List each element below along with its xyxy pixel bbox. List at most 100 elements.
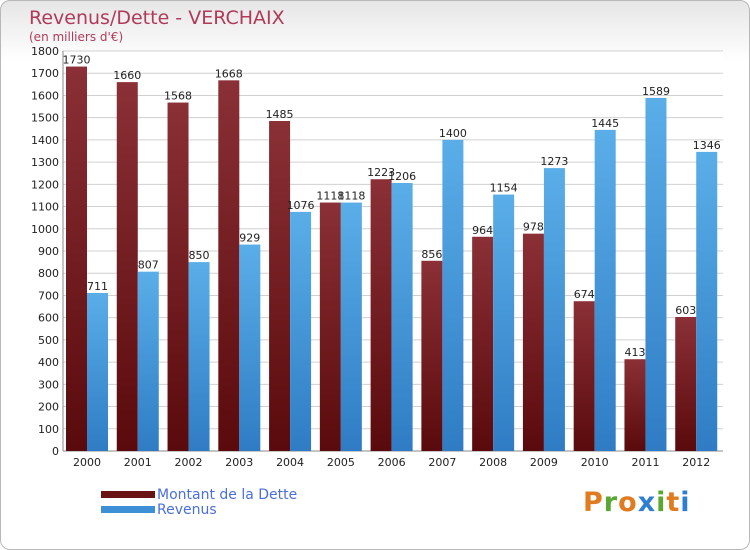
x-tick-label: 2009 (530, 456, 558, 469)
data-label-revenus: 929 (239, 232, 260, 245)
data-label-revenus: 711 (87, 280, 108, 293)
data-label-dette: 1485 (266, 108, 294, 121)
legend-label-revenus: Revenus (157, 502, 217, 518)
data-label-revenus: 1206 (388, 170, 416, 183)
y-tick-label: 300 (38, 378, 59, 391)
data-label-dette: 1668 (215, 67, 243, 80)
data-label-revenus: 1273 (540, 155, 568, 168)
bar-revenus (493, 194, 515, 452)
bar-dette (167, 102, 189, 452)
bar-dette (472, 236, 494, 451)
x-tick-label: 2003 (225, 456, 253, 469)
x-tick-label: 2005 (327, 456, 355, 469)
data-label-dette: 603 (675, 304, 696, 317)
y-tick-label: 1600 (31, 89, 59, 102)
logo-letter: o (618, 487, 638, 518)
data-label-revenus: 1154 (490, 182, 518, 195)
data-label-dette: 1118 (316, 190, 344, 203)
y-tick-label: 200 (38, 401, 59, 414)
x-tick-label: 2004 (276, 456, 304, 469)
data-label-revenus: 850 (189, 249, 210, 262)
data-label-dette: 856 (421, 248, 442, 261)
bar-dette (269, 121, 291, 451)
bar-dette (624, 359, 646, 451)
data-label-revenus: 1445 (591, 117, 619, 130)
bar-revenus (594, 129, 616, 451)
data-label-revenus: 807 (138, 259, 159, 272)
bar-revenus (137, 271, 159, 451)
y-tick-label: 1000 (31, 223, 59, 236)
bar-dette (421, 260, 443, 451)
x-tick-label: 2007 (428, 456, 456, 469)
x-tick-label: 2008 (479, 456, 507, 469)
x-tick-label: 2001 (124, 456, 152, 469)
logo-letter: P (583, 487, 604, 518)
data-label-dette: 1730 (63, 54, 91, 67)
x-tick-label: 2010 (581, 456, 609, 469)
x-tick-label: 2006 (378, 456, 406, 469)
bar-revenus (239, 244, 261, 451)
data-label-dette: 1568 (164, 90, 192, 103)
y-tick-label: 1200 (31, 178, 59, 191)
bar-dette (370, 179, 392, 451)
bar-revenus (340, 202, 362, 451)
x-tick-label: 2012 (682, 456, 710, 469)
y-tick-label: 1800 (31, 45, 59, 58)
y-tick-label: 1700 (31, 67, 59, 80)
x-tick-label: 2002 (175, 456, 203, 469)
data-label-revenus: 1589 (642, 85, 670, 98)
logo-letter: i (680, 487, 691, 518)
legend-swatch-dette (101, 491, 155, 498)
y-tick-label: 800 (38, 267, 59, 280)
proxiti-logo: Proxiti (583, 487, 691, 518)
bar-revenus (391, 183, 413, 451)
y-tick-label: 1500 (31, 112, 59, 125)
y-tick-label: 1400 (31, 134, 59, 147)
bar-revenus (188, 262, 210, 451)
y-tick-label: 100 (38, 423, 59, 436)
bar-revenus (290, 211, 312, 451)
legend-swatch-revenus (101, 506, 155, 513)
logo-letter: x (637, 487, 657, 518)
data-label-dette: 1660 (113, 69, 141, 82)
y-tick-label: 400 (38, 356, 59, 369)
y-tick-label: 1100 (31, 201, 59, 214)
y-tick-label: 1300 (31, 156, 59, 169)
chart-subtitle: (en milliers d'€) (29, 30, 124, 44)
bar-dette (522, 233, 544, 451)
x-tick-label: 2000 (73, 456, 101, 469)
bar-dette (675, 317, 697, 451)
data-label-dette: 978 (523, 221, 544, 234)
bar-revenus (696, 151, 718, 451)
bar-revenus (87, 293, 108, 451)
bar-revenus (442, 139, 464, 451)
logo-letter: i (656, 487, 667, 518)
data-label-revenus: 1346 (693, 139, 721, 152)
bar-dette (66, 66, 87, 452)
data-label-revenus: 1076 (287, 199, 315, 212)
bar-dette (218, 80, 240, 451)
data-label-dette: 964 (472, 224, 493, 237)
y-tick-label: 500 (38, 334, 59, 347)
bar-dette (116, 82, 138, 451)
logo-letter: r (603, 487, 619, 518)
bar-dette (573, 301, 595, 451)
chart-title: Revenus/Dette - VERCHAIX (29, 7, 285, 29)
y-tick-label: 900 (38, 245, 59, 258)
data-label-revenus: 1118 (337, 190, 365, 203)
x-tick-label: 2011 (631, 456, 659, 469)
logo-letter: t (666, 487, 681, 518)
y-tick-label: 0 (52, 445, 59, 458)
bar-revenus (543, 168, 565, 451)
data-label-dette: 413 (624, 346, 645, 359)
data-label-revenus: 1400 (439, 127, 467, 140)
data-label-dette: 674 (574, 288, 595, 301)
bar-dette (319, 202, 341, 451)
legend-label-dette: Montant de la Dette (157, 487, 298, 503)
data-label-dette: 1223 (367, 166, 395, 179)
y-tick-label: 700 (38, 289, 59, 302)
bar-revenus (645, 97, 667, 451)
y-tick-label: 600 (38, 312, 59, 325)
